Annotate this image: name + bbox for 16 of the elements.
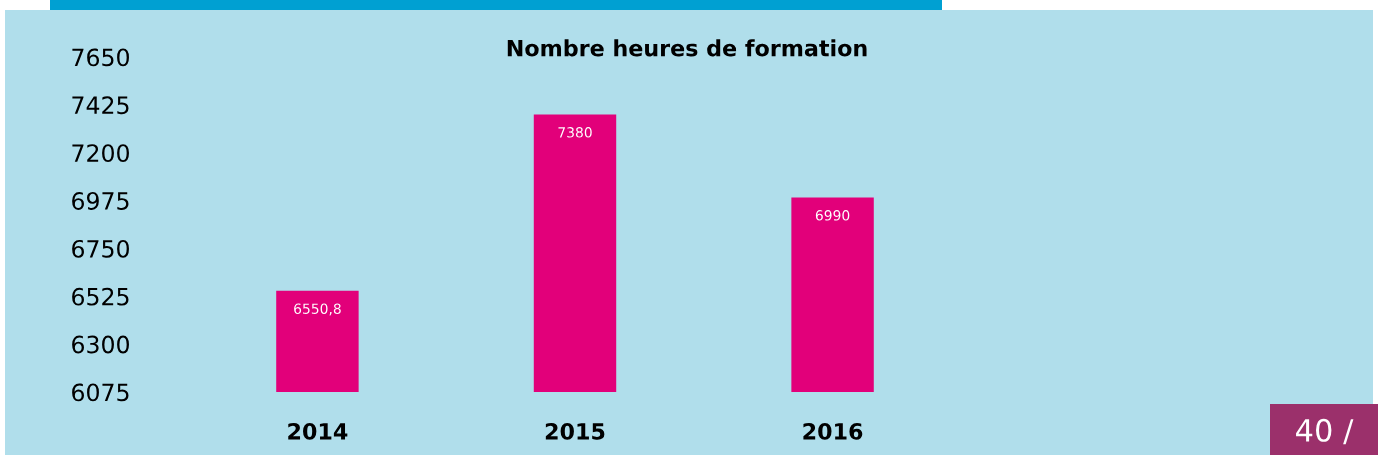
- data-label: 6550,8: [294, 303, 341, 316]
- chart-title: Nombre heures de formation: [507, 39, 867, 57]
- y-tick-label: 6750: [72, 239, 129, 258]
- y-tick-label: 7200: [72, 144, 129, 163]
- y-tick-label: 6975: [72, 192, 129, 210]
- data-label: 6990: [815, 210, 850, 221]
- y-tick-label: 6300: [72, 335, 129, 354]
- y-tick-label: 7425: [72, 96, 129, 115]
- y-tick-label: 6525: [72, 287, 129, 306]
- x-tick-label: 2016: [803, 422, 863, 440]
- x-tick-label: 2014: [288, 422, 348, 440]
- x-tick-label: 2015: [545, 422, 605, 440]
- y-tick-label: 7650: [72, 48, 129, 67]
- data-label: 7380: [558, 127, 592, 138]
- text: 40 /: [1296, 418, 1354, 445]
- y-tick-label: 6075: [72, 383, 129, 402]
